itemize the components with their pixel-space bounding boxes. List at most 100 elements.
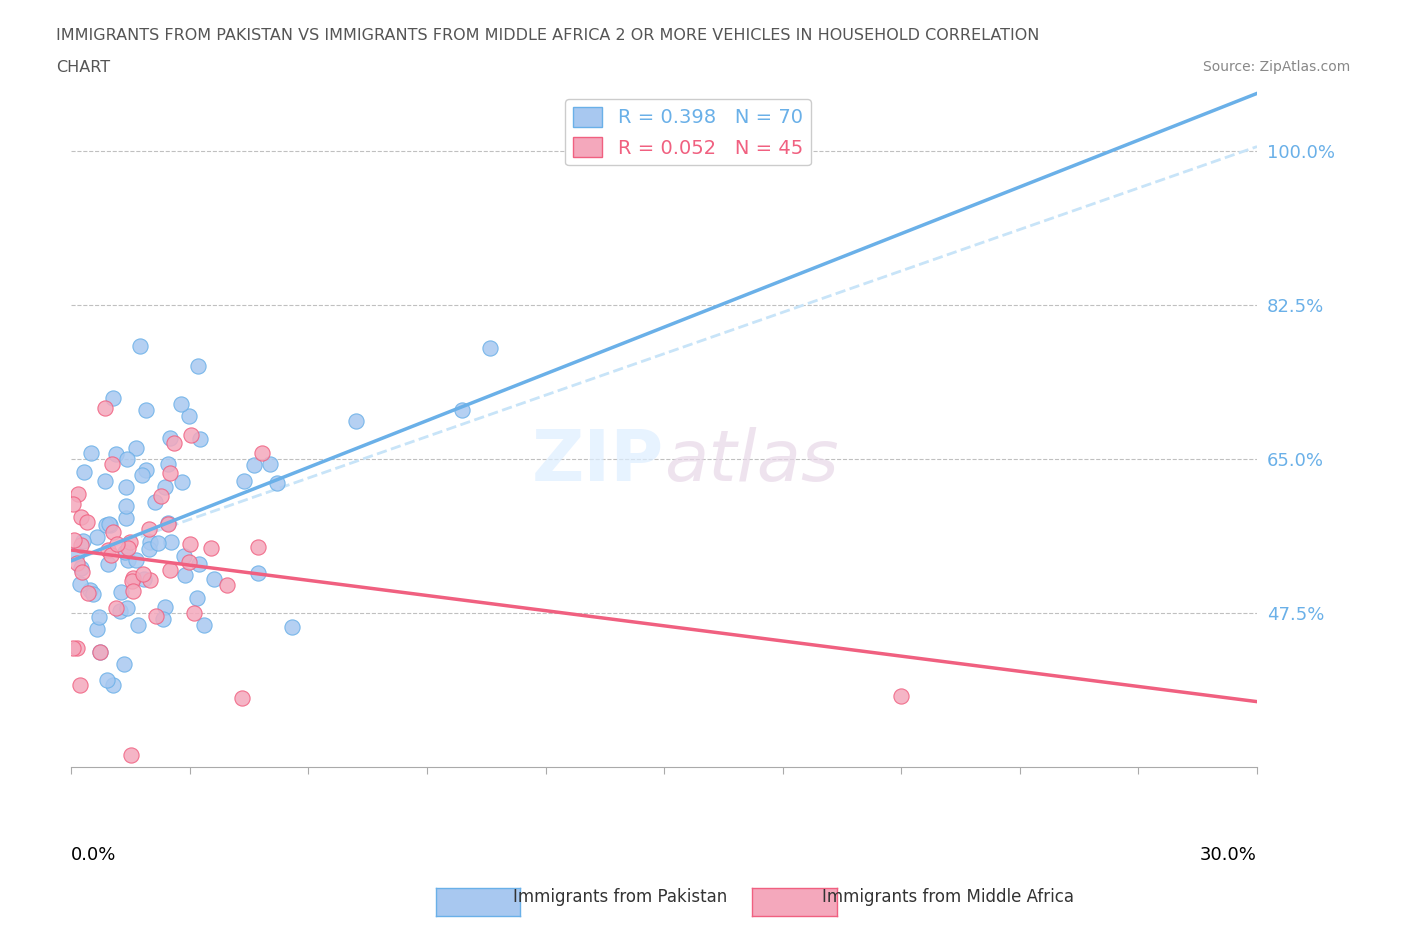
Point (62, 497, 84, 512)
Legend: R = 0.398   N = 70, R = 0.052   N = 45: R = 0.398 N = 70, R = 0.052 N = 45 (565, 100, 811, 166)
Point (150, 488, 173, 503)
Point (89, 644, 111, 659)
Text: CHART: CHART (56, 60, 110, 75)
Point (139, 573, 162, 588)
Point (145, 608, 167, 623)
Point (148, 535, 170, 550)
Point (183, 605, 205, 620)
Point (101, 457, 124, 472)
Point (179, 537, 201, 551)
Point (97, 556, 120, 571)
Point (70, 565, 93, 579)
Point (73, 465, 96, 480)
Text: ZIP: ZIP (531, 428, 664, 497)
Point (259, 457, 281, 472)
Point (344, 413, 367, 428)
Point (266, 476, 288, 491)
Point (115, 480, 138, 495)
Point (105, 600, 128, 615)
Text: IMMIGRANTS FROM PAKISTAN VS IMMIGRANTS FROM MIDDLE AFRICA 2 OR MORE VEHICLES IN : IMMIGRANTS FROM PAKISTAN VS IMMIGRANTS F… (56, 28, 1039, 43)
Text: Immigrants from Middle Africa: Immigrants from Middle Africa (801, 888, 1074, 907)
Point (76, 586, 98, 601)
Point (120, 748, 142, 763)
Point (138, 522, 160, 537)
Point (72, 534, 94, 549)
Point (187, 359, 209, 374)
Point (159, 563, 181, 578)
Point (479, 340, 502, 355)
Point (86, 529, 108, 544)
Point (117, 452, 139, 467)
Point (135, 403, 157, 418)
Point (66, 547, 89, 562)
Point (110, 585, 132, 600)
Point (66, 556, 89, 571)
Point (93, 473, 115, 488)
Point (69, 677, 91, 692)
Point (66, 486, 89, 501)
Point (125, 552, 148, 567)
Point (86, 622, 108, 637)
Point (101, 391, 124, 405)
Point (122, 584, 145, 599)
Point (281, 619, 304, 634)
Point (172, 474, 194, 489)
Point (252, 445, 274, 460)
Point (131, 468, 153, 483)
Point (118, 535, 141, 550)
Point (177, 555, 200, 570)
Point (188, 432, 211, 446)
Point (69, 509, 91, 524)
Point (193, 618, 215, 632)
Point (101, 525, 124, 539)
Point (87, 609, 110, 624)
Point (101, 678, 124, 693)
Point (177, 408, 200, 423)
Point (79, 583, 101, 598)
Point (114, 511, 136, 525)
Point (143, 495, 166, 510)
Point (98, 518, 121, 533)
Point (115, 498, 138, 513)
Point (159, 535, 181, 550)
Point (135, 462, 157, 477)
Point (139, 535, 162, 550)
Point (157, 516, 180, 531)
Point (62, 641, 84, 656)
Point (153, 600, 176, 615)
Point (104, 446, 127, 461)
Point (129, 339, 152, 353)
Point (247, 539, 270, 554)
Point (96, 542, 118, 557)
Point (132, 572, 155, 587)
Point (231, 691, 253, 706)
Point (243, 458, 266, 472)
Point (97, 517, 120, 532)
Point (80, 445, 103, 460)
Point (110, 604, 132, 618)
Point (100, 548, 122, 563)
Point (202, 572, 225, 587)
Point (69, 561, 91, 576)
Text: Source: ZipAtlas.com: Source: ZipAtlas.com (1202, 60, 1350, 74)
Point (153, 479, 176, 494)
Point (247, 565, 270, 580)
Text: 0.0%: 0.0% (72, 846, 117, 864)
Point (112, 657, 135, 671)
Point (233, 473, 256, 488)
Text: 30.0%: 30.0% (1201, 846, 1257, 864)
Point (70, 538, 93, 552)
Point (180, 428, 202, 443)
Point (62, 533, 84, 548)
Point (128, 618, 150, 632)
Point (89, 644, 111, 659)
Point (69, 577, 91, 591)
Point (156, 515, 179, 530)
Point (132, 566, 155, 581)
Point (169, 397, 191, 412)
Point (138, 542, 160, 557)
Text: atlas: atlas (664, 428, 839, 497)
Point (174, 567, 197, 582)
Point (117, 552, 139, 567)
Point (94, 401, 117, 416)
